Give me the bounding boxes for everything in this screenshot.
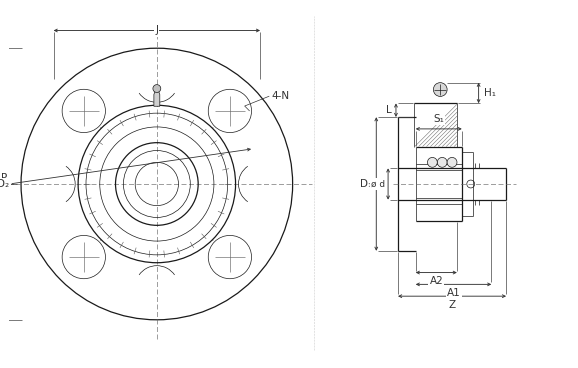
Circle shape: [428, 158, 438, 167]
Circle shape: [447, 158, 457, 167]
Text: A2: A2: [429, 276, 443, 287]
Text: A1: A1: [447, 288, 461, 298]
Polygon shape: [154, 91, 160, 106]
Text: J: J: [155, 25, 158, 35]
Circle shape: [438, 158, 447, 167]
Text: L: L: [386, 105, 392, 115]
Circle shape: [434, 83, 447, 96]
Text: H₁: H₁: [484, 88, 495, 98]
Text: ø d: ø d: [371, 180, 385, 188]
Text: 4-N: 4-N: [271, 91, 290, 101]
Text: P: P: [1, 173, 8, 183]
Text: D₂: D₂: [0, 179, 9, 189]
Circle shape: [153, 85, 161, 92]
Text: S₁: S₁: [434, 114, 444, 124]
Text: D₁: D₁: [360, 179, 372, 189]
Text: Z: Z: [449, 300, 455, 310]
